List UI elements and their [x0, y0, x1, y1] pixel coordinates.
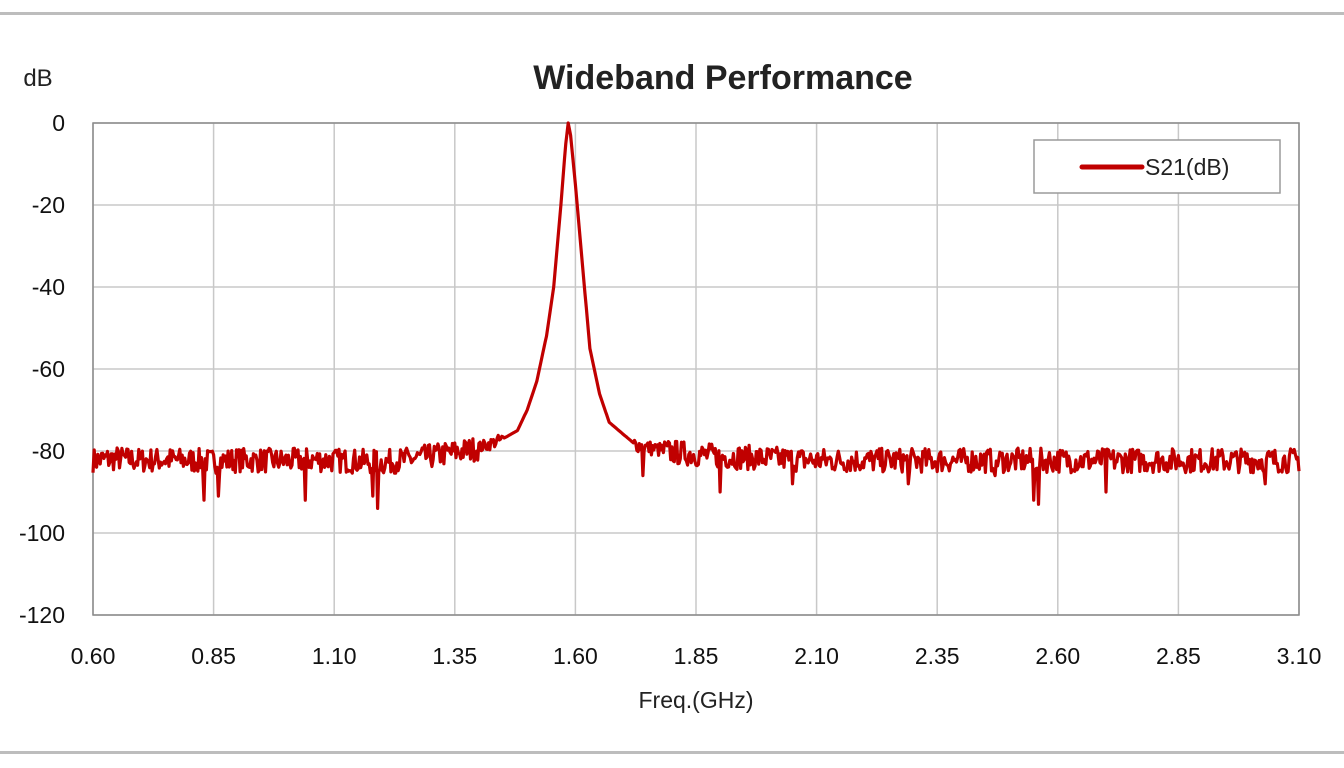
x-tick-label-4: 1.60 [553, 643, 598, 669]
x-tick-labels: 0.60 0.85 1.10 1.35 1.60 1.85 2.10 2.35 2.60 2.85… [71, 643, 1322, 669]
x-tick-label-6: 2.10 [794, 643, 839, 669]
y-tick-label-0: 0 [52, 110, 65, 136]
series-s21-line [91, 121, 1301, 510]
x-tick-label-3: 1.35 [432, 643, 477, 669]
x-tick-label-2: 1.10 [312, 643, 357, 669]
y-tick-label-3: -60 [32, 356, 65, 382]
y-tick-label-2: -40 [32, 274, 65, 300]
x-tick-label-10: 3.10 [1277, 643, 1322, 669]
plot-area [92, 122, 1300, 616]
series-layer [91, 121, 1301, 510]
x-tick-label-9: 2.85 [1156, 643, 1201, 669]
y-tick-label-5: -100 [19, 520, 65, 546]
legend-box [1033, 139, 1281, 194]
x-tick-label-0: 0.60 [71, 643, 116, 669]
x-axis-label: Freq.(GHz) [639, 687, 754, 713]
y-tick-label-4: -80 [32, 438, 65, 464]
y-tick-label-1: -20 [32, 192, 65, 218]
bottom-border [0, 751, 1344, 754]
legend: S21(dB) [1033, 139, 1281, 194]
x-tick-label-5: 1.85 [674, 643, 719, 669]
legend-label: S21(dB) [1145, 154, 1229, 180]
x-tick-label-7: 2.35 [915, 643, 960, 669]
y-axis-label: dB [23, 65, 52, 92]
top-border [0, 12, 1344, 15]
x-tick-label-8: 2.60 [1035, 643, 1080, 669]
x-tick-label-1: 0.85 [191, 643, 236, 669]
chart-title: Wideband Performance [533, 59, 912, 97]
y-tick-labels: 0 -20 -40 -60 -80 -100 -120 [19, 110, 65, 628]
y-tick-label-6: -120 [19, 602, 65, 628]
grid [92, 122, 1300, 616]
